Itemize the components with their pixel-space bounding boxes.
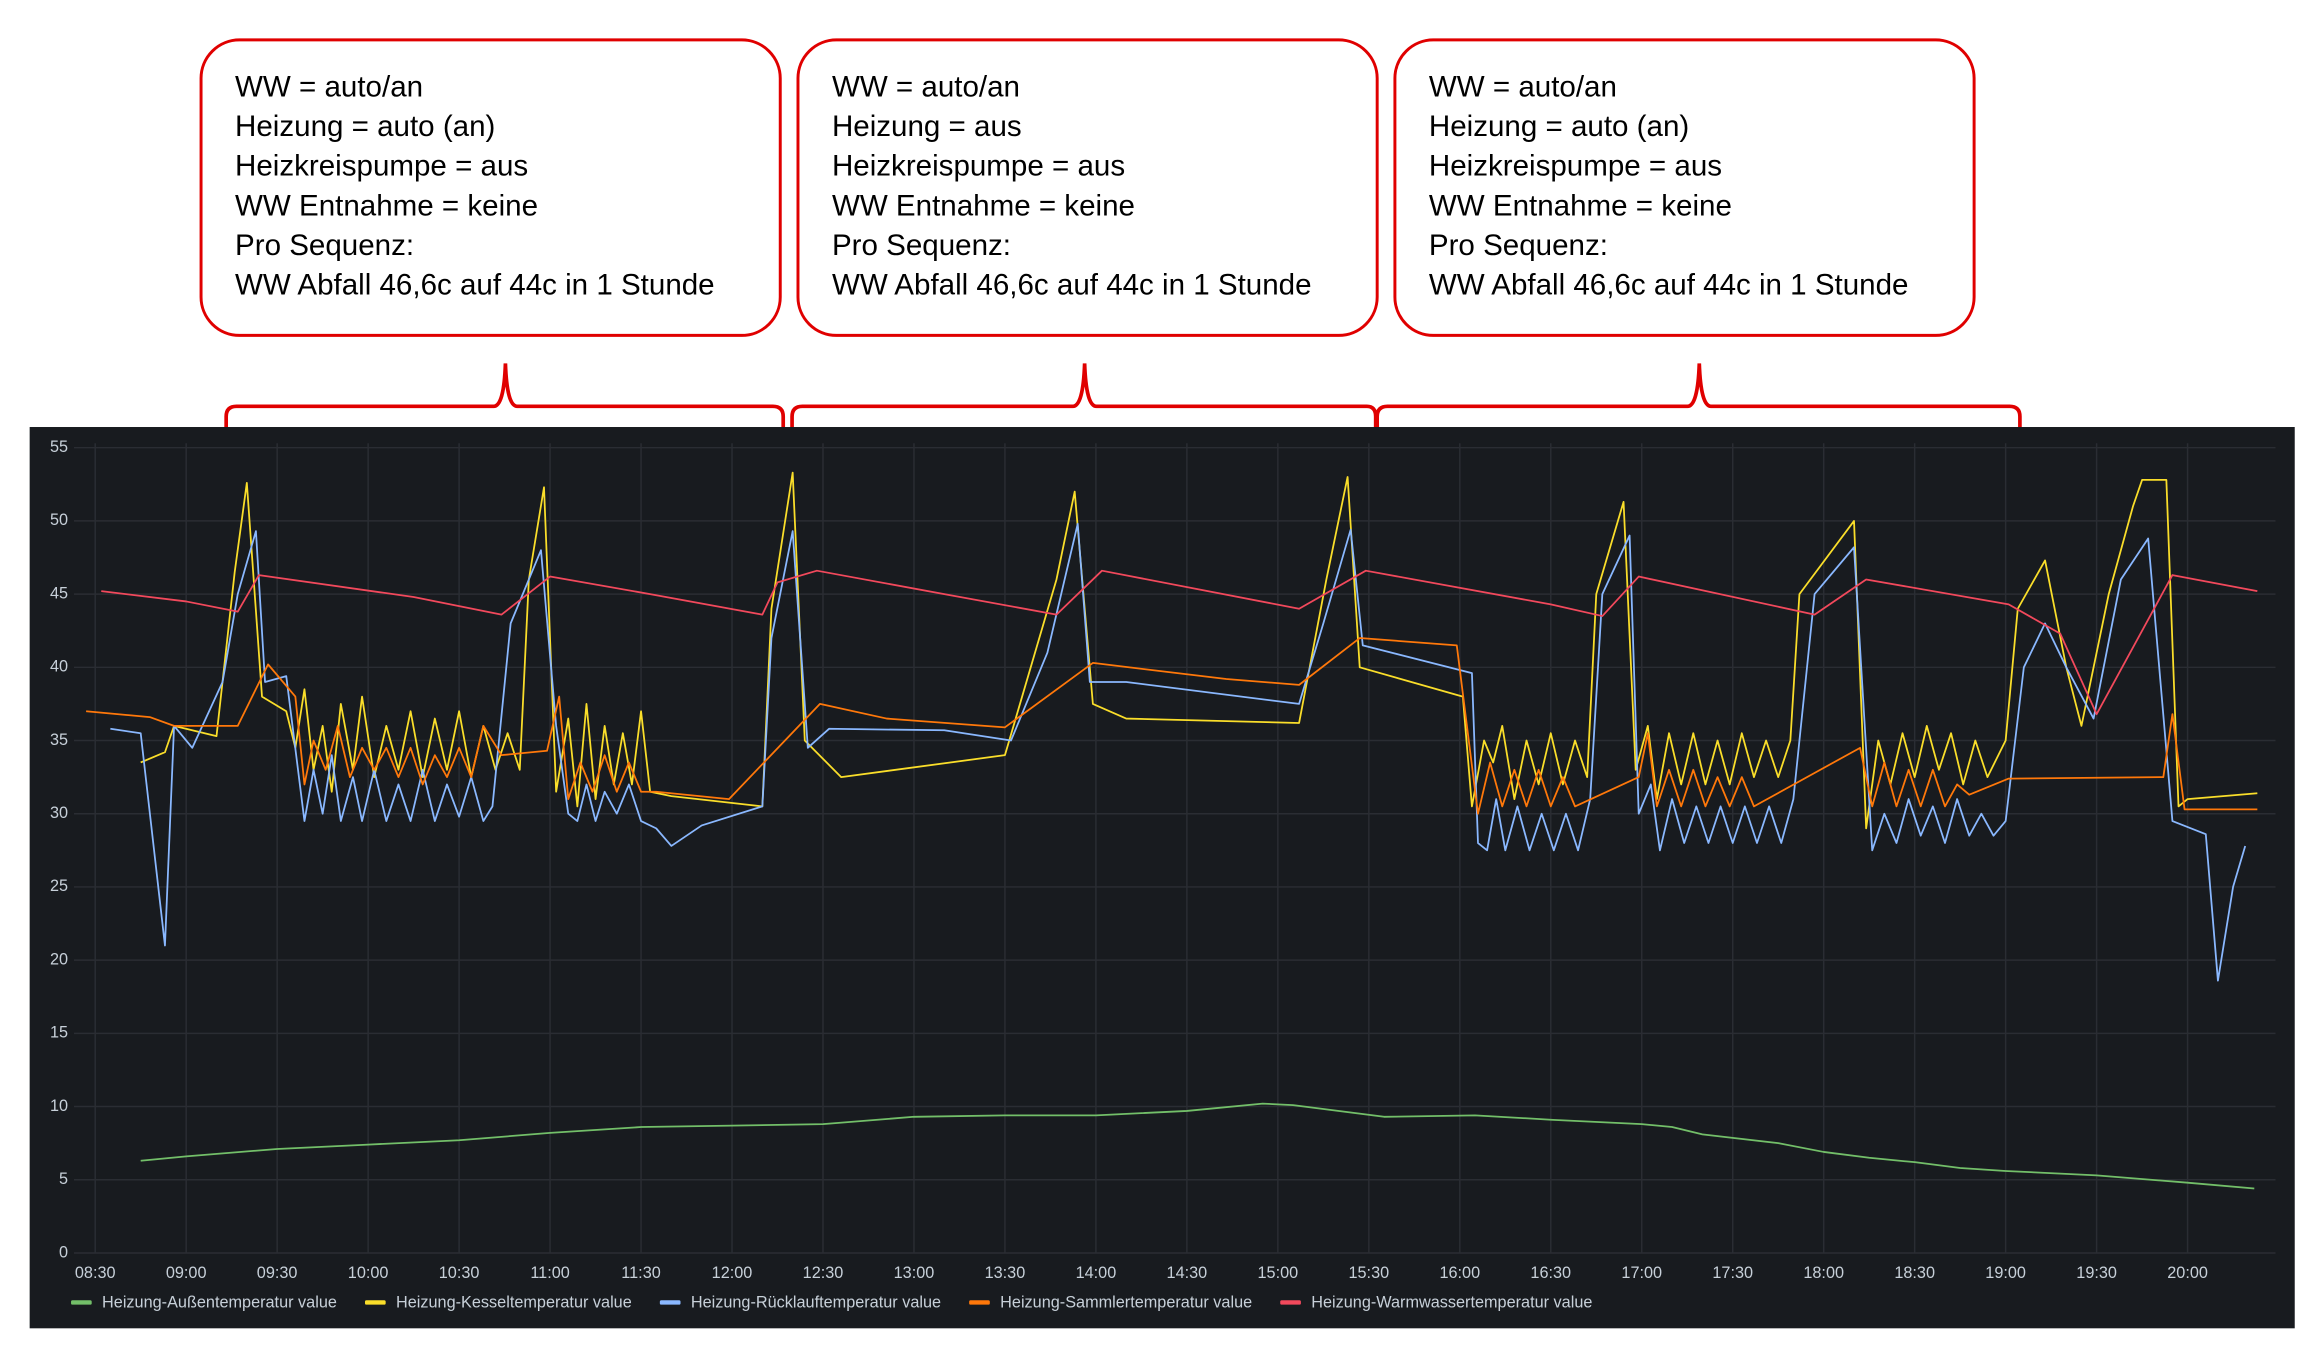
legend-label[interactable]: Heizung-Kesseltemperatur value bbox=[396, 1293, 632, 1311]
x-tick-label: 11:30 bbox=[621, 1264, 660, 1282]
legend-swatch[interactable] bbox=[969, 1300, 990, 1305]
x-tick-label: 13:30 bbox=[985, 1264, 1026, 1282]
annotation-line: Heizung = auto (an) bbox=[1429, 110, 1689, 143]
annotation-box bbox=[1393, 38, 1976, 337]
x-tick-label: 14:30 bbox=[1167, 1264, 1208, 1282]
annotation-line: WW Abfall 46,6c auf 44c in 1 Stunde bbox=[832, 268, 1312, 301]
annotation-line: WW Entnahme = keine bbox=[832, 189, 1135, 222]
y-tick-label: 30 bbox=[50, 804, 68, 822]
x-tick-label: 10:00 bbox=[348, 1264, 389, 1282]
brackets bbox=[224, 363, 2022, 448]
annotations: WW = auto/an Heizung = auto (an) Heizkreis… bbox=[199, 38, 1976, 337]
bracket bbox=[1375, 363, 2022, 448]
x-tick-label: 09:30 bbox=[257, 1264, 298, 1282]
legend: Heizung-Außentemperatur value Heizung-Kes… bbox=[71, 1293, 1592, 1311]
x-tick-label: 20:00 bbox=[2167, 1264, 2208, 1282]
x-tick-label: 13:00 bbox=[894, 1264, 935, 1282]
grid: 0 5 10 15 20 25 30 35 40 45 50 55 08:30 09:00 09:30 10:… bbox=[50, 438, 2276, 1282]
legend-label[interactable]: Heizung-Sammlertemperatur value bbox=[1000, 1293, 1252, 1311]
x-tick-label: 11:00 bbox=[530, 1264, 569, 1282]
legend-label[interactable]: Heizung-Außentemperatur value bbox=[102, 1293, 337, 1311]
legend-swatch[interactable] bbox=[364, 1300, 386, 1305]
series-line bbox=[101, 569, 2258, 716]
x-tick-label: 18:30 bbox=[1894, 1264, 1935, 1282]
y-tick-label: 35 bbox=[50, 731, 68, 749]
bracket bbox=[224, 363, 786, 448]
x-tick-label: 19:30 bbox=[2076, 1264, 2117, 1282]
x-tick-label: 19:00 bbox=[1985, 1264, 2026, 1282]
y-tick-label: 5 bbox=[59, 1170, 68, 1188]
y-tick-label: 55 bbox=[50, 438, 68, 456]
x-tick-label: 17:30 bbox=[1712, 1264, 1753, 1282]
annotation-box bbox=[796, 38, 1379, 337]
annotation-line: Pro Sequenz: bbox=[235, 229, 414, 262]
annotation-line: Pro Sequenz: bbox=[1429, 229, 1608, 262]
annotation-line: Pro Sequenz: bbox=[832, 229, 1011, 262]
y-tick-label: 15 bbox=[50, 1024, 68, 1042]
plot bbox=[86, 471, 2258, 1190]
x-tick-label: 08:30 bbox=[75, 1264, 116, 1282]
annotation-line: Heizkreispumpe = aus bbox=[832, 150, 1125, 183]
annotation-line: WW Entnahme = keine bbox=[235, 189, 538, 222]
legend-swatch[interactable] bbox=[1280, 1300, 1301, 1305]
bracket bbox=[790, 363, 1378, 448]
annotation-line: Heizung = aus bbox=[832, 110, 1022, 143]
x-tick-label: 15:30 bbox=[1348, 1264, 1389, 1282]
y-tick-label: 20 bbox=[50, 950, 68, 968]
y-tick-label: 25 bbox=[50, 877, 68, 895]
series-line bbox=[140, 1102, 2255, 1190]
series-line bbox=[86, 637, 2258, 815]
annotation-line: WW = auto/an bbox=[832, 70, 1020, 103]
legend-swatch[interactable] bbox=[659, 1300, 681, 1305]
x-tick-label: 14:00 bbox=[1076, 1264, 1117, 1282]
x-tick-label: 17:00 bbox=[1621, 1264, 1662, 1282]
annotation-line: Heizkreispumpe = aus bbox=[235, 150, 528, 183]
x-tick-label: 09:00 bbox=[166, 1264, 207, 1282]
legend-label[interactable]: Heizung-Rücklauftemperatur value bbox=[691, 1293, 941, 1311]
y-tick-label: 10 bbox=[50, 1097, 68, 1115]
annotation-line: WW Entnahme = keine bbox=[1429, 189, 1732, 222]
x-tick-label: 16:30 bbox=[1530, 1264, 1571, 1282]
legend-label[interactable]: Heizung-Warmwassertemperatur value bbox=[1311, 1293, 1592, 1311]
annotation-line: WW = auto/an bbox=[1429, 70, 1617, 103]
x-tick-label: 18:00 bbox=[1803, 1264, 1844, 1282]
series-line bbox=[140, 471, 2258, 830]
annotation-line: WW = auto/an bbox=[235, 70, 423, 103]
y-tick-label: 0 bbox=[59, 1243, 68, 1261]
annotation-box bbox=[199, 38, 782, 337]
x-tick-label: 12:30 bbox=[803, 1264, 844, 1282]
legend-swatch[interactable] bbox=[71, 1300, 92, 1305]
x-tick-label: 10:30 bbox=[439, 1264, 480, 1282]
y-tick-label: 40 bbox=[50, 658, 68, 676]
annotation-line: WW Abfall 46,6c auf 44c in 1 Stunde bbox=[235, 268, 715, 301]
annotation-line: Heizung = auto (an) bbox=[235, 110, 495, 143]
x-tick-label: 12:00 bbox=[712, 1264, 753, 1282]
y-tick-label: 50 bbox=[50, 511, 68, 529]
annotation-line: Heizkreispumpe = aus bbox=[1429, 150, 1722, 183]
x-tick-label: 15:00 bbox=[1258, 1264, 1299, 1282]
x-tick-label: 16:00 bbox=[1439, 1264, 1480, 1282]
series-line bbox=[110, 522, 2247, 982]
panel bbox=[29, 427, 2295, 1329]
annotation-line: WW Abfall 46,6c auf 44c in 1 Stunde bbox=[1429, 268, 1909, 301]
y-tick-label: 45 bbox=[50, 584, 68, 602]
